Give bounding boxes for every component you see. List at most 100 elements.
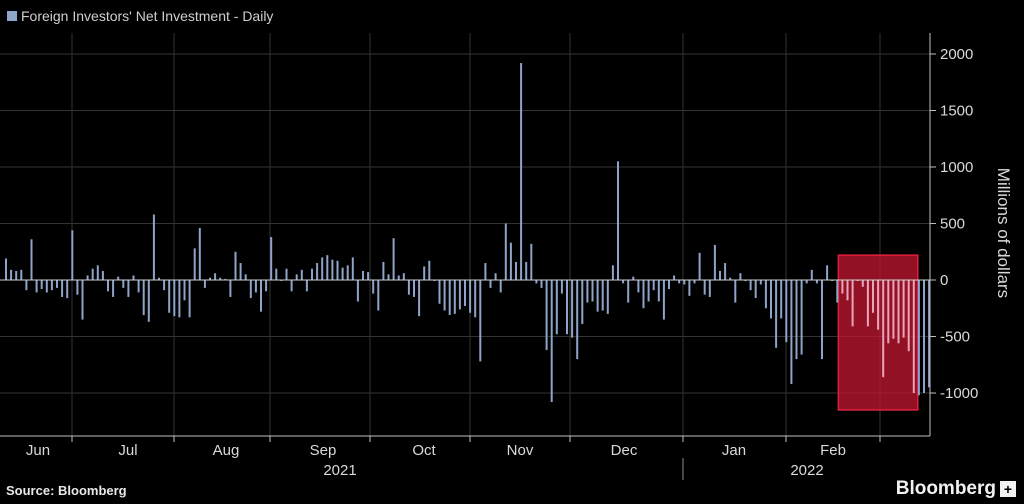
bar [50,280,53,291]
bar [458,280,461,310]
bar [198,228,201,280]
bar [387,274,390,280]
bar [627,280,630,303]
bar [826,265,829,280]
source-note: Source: Bloomberg [6,483,127,498]
bar [530,243,533,280]
bar [168,280,171,313]
bar [515,261,517,280]
bar [61,280,64,297]
bar [407,280,410,295]
gridlines [0,33,930,436]
bar [331,259,334,280]
bar [887,280,890,344]
x-tick-label: Nov [507,442,534,459]
bar [877,280,880,330]
bar [652,280,655,291]
bar [464,280,466,306]
bar [902,280,905,338]
bar [443,280,446,311]
bar [749,280,752,291]
bar [152,214,155,280]
bar [729,277,732,280]
bar [632,276,635,280]
bar [81,280,84,320]
bar [469,280,472,313]
bar [117,276,120,280]
y-axis-title: Millions of dollars [994,167,1013,299]
bar [438,280,441,304]
bar [5,258,7,280]
bar [356,280,359,302]
bar [127,280,130,297]
brand-name: Bloomberg [895,478,996,499]
bar [300,269,303,280]
bar [576,280,579,360]
bar [35,280,38,293]
bar [780,280,783,319]
bar [928,280,931,388]
bar [362,270,364,280]
bar [40,280,43,290]
bar [316,263,319,280]
bar [336,260,339,280]
bar [341,267,344,280]
bar [367,272,370,280]
bar [234,251,237,280]
bar [285,268,288,280]
bar [101,270,104,280]
bar [795,280,798,360]
bar [866,280,869,327]
bar [571,280,574,338]
bar [882,280,885,378]
bar [897,280,900,344]
bar [846,280,849,301]
bar [606,280,609,314]
bar [15,270,18,280]
bar [770,280,772,319]
bar [601,280,604,311]
bar [76,280,79,295]
x-tick-label: Feb [820,442,846,459]
bar [509,242,512,280]
bar [489,280,492,288]
bar [657,280,660,302]
bar [821,280,823,360]
bar [800,280,803,355]
bar [550,280,553,403]
bar [892,280,895,339]
brand-logo: Bloomberg + [896,478,1016,500]
bar [20,269,23,280]
bar [474,280,477,318]
bar [617,161,619,280]
bar [107,280,109,292]
x-tick-label: Aug [213,442,240,459]
bar [188,280,191,318]
bar [209,277,211,280]
bar [810,269,813,280]
bars [5,63,931,403]
bar [10,269,13,280]
bar [30,239,33,280]
bar [499,280,502,293]
bar [428,260,431,280]
bar [841,280,844,294]
bar [178,280,181,318]
bar [724,263,727,280]
bar [504,223,507,280]
bar [203,280,206,288]
bar [744,280,747,282]
bar [907,280,910,352]
bar [703,280,706,295]
bar [382,261,385,280]
bar [836,280,839,303]
bar [912,280,915,393]
bar [759,280,762,285]
bar [520,63,523,280]
x-tick-label: Oct [412,442,436,459]
bar [545,280,548,351]
bar [244,274,247,280]
bar [295,274,298,280]
bar [581,280,584,325]
bar [622,280,625,284]
